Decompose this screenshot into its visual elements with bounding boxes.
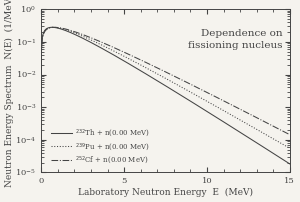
$^{232}$Th + n(0.00 MeV) <box>237 130 241 133</box>
$^{232}$Th + n(0.00 MeV) <box>50 26 54 28</box>
$^{252}$Cf + n(0.00 MeV) <box>187 82 190 84</box>
$^{239}$Pu + n(0.00 MeV) <box>40 98 43 101</box>
$^{252}$Cf + n(0.00 MeV) <box>224 101 227 103</box>
$^{252}$Cf + n(0.00 MeV) <box>197 87 201 90</box>
$^{232}$Th + n(0.00 MeV) <box>52 26 56 29</box>
$^{239}$Pu + n(0.00 MeV) <box>237 118 241 120</box>
$^{239}$Pu + n(0.00 MeV) <box>187 90 190 92</box>
$^{239}$Pu + n(0.00 MeV) <box>130 59 133 61</box>
$^{252}$Cf + n(0.00 MeV) <box>288 134 292 136</box>
$^{232}$Th + n(0.00 MeV) <box>40 97 43 100</box>
Text: Dependence on
fissioning nucleus: Dependence on fissioning nucleus <box>188 29 282 50</box>
$^{252}$Cf + n(0.00 MeV) <box>130 54 133 57</box>
Line: $^{232}$Th + n(0.00 MeV): $^{232}$Th + n(0.00 MeV) <box>41 27 290 164</box>
Y-axis label: Neutron Energy Spectrum  N(E)  (1/MeV): Neutron Energy Spectrum N(E) (1/MeV) <box>5 0 14 187</box>
$^{232}$Th + n(0.00 MeV) <box>187 99 190 101</box>
Line: $^{239}$Pu + n(0.00 MeV): $^{239}$Pu + n(0.00 MeV) <box>41 27 290 148</box>
$^{232}$Th + n(0.00 MeV) <box>197 105 201 108</box>
Legend: $^{232}$Th + n(0.00 MeV), $^{239}$Pu + n(0.00 MeV), $^{252}$Cf + n(0.00 MeV): $^{232}$Th + n(0.00 MeV), $^{239}$Pu + n… <box>50 126 152 167</box>
$^{239}$Pu + n(0.00 MeV) <box>51 26 55 28</box>
$^{252}$Cf + n(0.00 MeV) <box>40 99 43 101</box>
X-axis label: Laboratory Neutron Energy  E  (MeV): Laboratory Neutron Energy E (MeV) <box>78 188 253 197</box>
$^{232}$Th + n(0.00 MeV) <box>288 163 292 165</box>
$^{252}$Cf + n(0.00 MeV) <box>52 26 56 28</box>
$^{239}$Pu + n(0.00 MeV) <box>197 96 201 98</box>
$^{232}$Th + n(0.00 MeV) <box>224 122 227 124</box>
$^{252}$Cf + n(0.00 MeV) <box>237 107 241 110</box>
$^{239}$Pu + n(0.00 MeV) <box>224 110 227 113</box>
Line: $^{252}$Cf + n(0.00 MeV): $^{252}$Cf + n(0.00 MeV) <box>41 27 290 135</box>
$^{239}$Pu + n(0.00 MeV) <box>52 26 56 28</box>
$^{232}$Th + n(0.00 MeV) <box>130 64 133 66</box>
$^{252}$Cf + n(0.00 MeV) <box>52 26 56 28</box>
$^{239}$Pu + n(0.00 MeV) <box>288 147 292 149</box>
